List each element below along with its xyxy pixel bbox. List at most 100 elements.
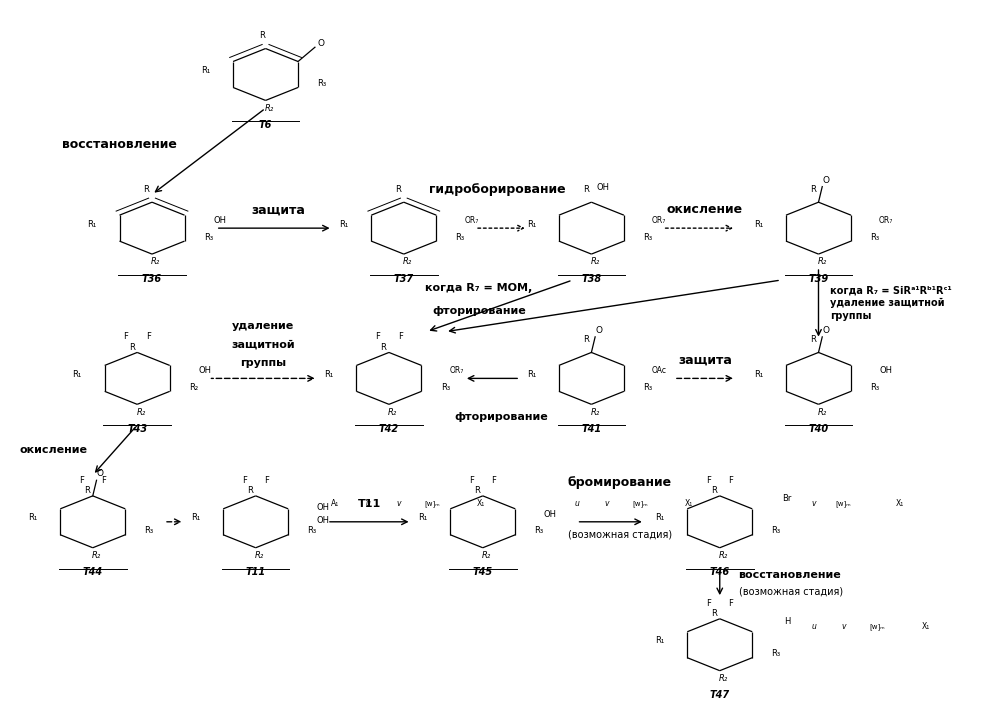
Text: [w]ₘ: [w]ₘ bbox=[836, 501, 851, 507]
Text: R₃: R₃ bbox=[870, 233, 879, 241]
Text: R₂: R₂ bbox=[136, 408, 146, 416]
Text: R₃: R₃ bbox=[643, 233, 652, 241]
Text: OH: OH bbox=[317, 503, 330, 512]
Text: O: O bbox=[317, 39, 324, 48]
Text: [w]ₘ: [w]ₘ bbox=[869, 623, 885, 630]
Text: F: F bbox=[470, 476, 474, 485]
Text: T37: T37 bbox=[394, 274, 414, 284]
Text: R: R bbox=[810, 185, 816, 194]
Text: R₁: R₁ bbox=[191, 513, 200, 522]
Text: R: R bbox=[396, 185, 402, 194]
Text: R₃: R₃ bbox=[534, 526, 543, 536]
Text: R₃: R₃ bbox=[441, 383, 450, 392]
Text: R₃: R₃ bbox=[870, 383, 879, 392]
Text: R₁: R₁ bbox=[87, 220, 97, 229]
Text: окисление: окисление bbox=[20, 445, 88, 455]
Text: R₁: R₁ bbox=[201, 66, 210, 75]
Text: F: F bbox=[728, 476, 733, 485]
Text: F: F bbox=[376, 332, 381, 341]
Text: [w]ₘ: [w]ₘ bbox=[425, 501, 440, 507]
Text: R₃: R₃ bbox=[771, 526, 780, 536]
Text: R₃: R₃ bbox=[456, 233, 465, 241]
Text: X₁: X₁ bbox=[477, 499, 485, 508]
Text: OH: OH bbox=[213, 216, 226, 225]
Text: u: u bbox=[366, 499, 371, 508]
Text: OH: OH bbox=[543, 510, 556, 519]
Text: R₂: R₂ bbox=[590, 258, 599, 266]
Text: (возможная стадия): (возможная стадия) bbox=[568, 530, 672, 540]
Text: защита: защита bbox=[251, 204, 305, 216]
Text: окисление: окисление bbox=[667, 204, 743, 216]
Text: R: R bbox=[711, 609, 717, 618]
Text: T46: T46 bbox=[709, 567, 730, 577]
Text: R₁: R₁ bbox=[419, 513, 428, 522]
Text: OR₇: OR₇ bbox=[465, 216, 479, 225]
Text: R₁: R₁ bbox=[28, 513, 37, 522]
Text: R₁: R₁ bbox=[73, 370, 82, 379]
Text: T40: T40 bbox=[808, 424, 828, 434]
Text: F: F bbox=[398, 332, 403, 341]
Text: F: F bbox=[706, 476, 711, 485]
Text: T42: T42 bbox=[379, 424, 399, 434]
Text: Br: Br bbox=[782, 494, 792, 503]
Text: T43: T43 bbox=[127, 424, 147, 434]
Text: R₂: R₂ bbox=[719, 551, 728, 560]
Text: R₃: R₃ bbox=[204, 233, 213, 241]
Text: OR₇: OR₇ bbox=[651, 216, 666, 225]
Text: OAc: OAc bbox=[651, 366, 666, 375]
Text: R₃: R₃ bbox=[318, 79, 327, 88]
Text: v: v bbox=[841, 622, 846, 631]
Text: T47: T47 bbox=[709, 690, 730, 700]
Text: бромирование: бромирование bbox=[568, 477, 672, 489]
Text: OH: OH bbox=[317, 516, 330, 525]
Text: O: O bbox=[97, 470, 104, 478]
Text: R: R bbox=[711, 486, 717, 495]
Text: гидроборирование: гидроборирование bbox=[430, 183, 565, 196]
Text: R₁: R₁ bbox=[526, 220, 536, 229]
Text: T44: T44 bbox=[83, 567, 103, 577]
Text: R: R bbox=[259, 31, 265, 40]
Text: A₁: A₁ bbox=[331, 499, 339, 508]
Text: R₂: R₂ bbox=[388, 408, 398, 416]
Text: T45: T45 bbox=[473, 567, 493, 577]
Text: u: u bbox=[574, 499, 579, 508]
Text: R: R bbox=[144, 185, 149, 194]
Text: R₁: R₁ bbox=[655, 513, 664, 522]
Text: T41: T41 bbox=[581, 424, 601, 434]
Text: F: F bbox=[146, 332, 151, 341]
Text: R₁: R₁ bbox=[325, 370, 334, 379]
Text: R₂: R₂ bbox=[151, 258, 161, 266]
Text: R₃: R₃ bbox=[145, 526, 154, 536]
Text: R: R bbox=[247, 486, 253, 495]
Text: восстановление: восстановление bbox=[738, 571, 841, 581]
Text: O: O bbox=[822, 326, 829, 335]
Text: удаление защитной: удаление защитной bbox=[830, 298, 944, 308]
Text: удаление: удаление bbox=[232, 322, 295, 331]
Text: фторирование: фторирование bbox=[432, 306, 525, 316]
Text: группы: группы bbox=[240, 358, 286, 368]
Text: F: F bbox=[265, 476, 270, 485]
Text: защитной: защитной bbox=[232, 340, 295, 350]
Text: F: F bbox=[728, 599, 733, 608]
Text: F: F bbox=[242, 476, 247, 485]
Text: R₂: R₂ bbox=[189, 383, 198, 392]
Text: T11: T11 bbox=[358, 498, 381, 509]
Text: v: v bbox=[811, 499, 816, 508]
Text: R₁: R₁ bbox=[339, 220, 349, 229]
Text: H: H bbox=[784, 617, 790, 626]
Text: [w]ₘ: [w]ₘ bbox=[632, 501, 648, 507]
Text: u: u bbox=[811, 622, 816, 631]
Text: X₁: X₁ bbox=[896, 499, 904, 508]
Text: R: R bbox=[475, 486, 481, 495]
Text: фторирование: фторирование bbox=[455, 412, 548, 423]
Text: R₂: R₂ bbox=[265, 104, 274, 113]
Text: F: F bbox=[102, 476, 107, 485]
Text: R: R bbox=[84, 486, 90, 495]
Text: R₁: R₁ bbox=[754, 220, 763, 229]
Text: R₂: R₂ bbox=[590, 408, 599, 416]
Text: v: v bbox=[604, 499, 608, 508]
Text: R₂: R₂ bbox=[719, 674, 728, 683]
Text: OH: OH bbox=[879, 366, 892, 375]
Text: R₃: R₃ bbox=[771, 649, 780, 658]
Text: защита: защита bbox=[678, 354, 732, 366]
